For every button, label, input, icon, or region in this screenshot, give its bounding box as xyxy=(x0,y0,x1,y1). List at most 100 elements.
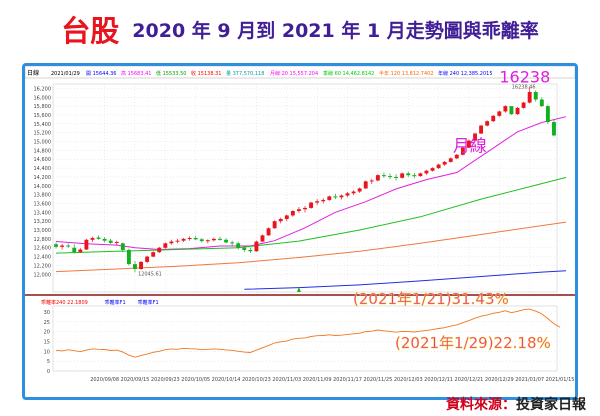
candle-body xyxy=(290,211,295,216)
candle-body xyxy=(460,147,465,155)
title-main: 台股 xyxy=(61,14,120,48)
ma20-line xyxy=(55,116,567,251)
candle-body xyxy=(303,207,307,210)
y-tick-label: 12,200 xyxy=(34,263,52,269)
header-bar-item: 半年 120 13,812.7402 xyxy=(379,70,434,77)
ma120-line xyxy=(55,221,567,273)
candle-body xyxy=(533,91,538,100)
header-bar-item: 年線 240 12,385.2015 xyxy=(438,70,493,77)
candle-body xyxy=(224,239,229,243)
bias-peak-annotation: (2021年1/21)31.43% xyxy=(353,290,509,308)
bias-y-tick-label: 30 xyxy=(44,310,50,316)
candle-body xyxy=(151,252,156,257)
y-tick-label: 13,400 xyxy=(34,210,52,216)
candle-body xyxy=(400,173,405,178)
candle-body xyxy=(418,173,423,177)
x-tick-label: 2020/12/03 xyxy=(394,377,423,383)
candle-body xyxy=(108,240,113,243)
candle-body xyxy=(114,241,119,243)
candle-body xyxy=(479,125,484,134)
candle-body xyxy=(54,244,58,247)
y-tick-label: 15,800 xyxy=(34,104,52,110)
candle-body xyxy=(236,243,241,248)
candle-body xyxy=(363,181,368,189)
candle-body xyxy=(539,99,544,107)
y-tick-label: 14,200 xyxy=(34,175,52,181)
header-bar-item: 低 15533.50 xyxy=(156,70,186,77)
green-triangle-marker xyxy=(296,287,301,292)
candle-body xyxy=(503,106,508,112)
candle-body xyxy=(248,249,253,252)
x-tick-label: 2021/01/15 xyxy=(546,377,575,383)
peak-annotation: 16238 xyxy=(499,68,550,87)
candle-body xyxy=(181,238,186,241)
header-bar-label: 日線 xyxy=(27,69,39,77)
candle-body xyxy=(357,188,362,192)
candle-body xyxy=(84,239,89,250)
chart-canvas: 日線 2021/01/29 開 15644.36 高 15683.41 低 15533.… xyxy=(25,66,575,383)
candle-body xyxy=(102,238,107,241)
bias-legend-item: 乖離率240 22.1809 xyxy=(41,299,88,306)
x-tick-label: 2020/09/23 xyxy=(151,377,180,383)
candle-body xyxy=(139,261,143,269)
x-tick-label: 2020/12/29 xyxy=(485,377,514,383)
bias-y-tick-label: 25 xyxy=(44,320,50,326)
y-tick-label: 14,600 xyxy=(34,157,52,163)
candle-body xyxy=(467,140,471,148)
candle-body xyxy=(163,243,168,248)
y-tick-label: 13,600 xyxy=(34,201,52,207)
y-tick-label: 14,000 xyxy=(34,184,52,190)
y-tick-label: 13,200 xyxy=(34,219,52,225)
candle-body xyxy=(327,196,332,200)
candle-body xyxy=(321,199,326,202)
source-note: 資料來源：投資家日報 xyxy=(446,394,586,414)
candle-body xyxy=(96,237,101,239)
header-bar-item: 高 15683.41 xyxy=(121,70,151,77)
y-tick-label: 14,800 xyxy=(34,148,52,154)
bias-last-annotation: (2021年1/29)22.18% xyxy=(395,334,551,352)
candle-body xyxy=(145,256,150,262)
candle-body xyxy=(72,247,77,253)
x-tick-label: 2020/12/21 xyxy=(455,377,484,383)
candle-body xyxy=(272,221,277,229)
candle-body xyxy=(509,106,514,115)
bias-legend-bg xyxy=(25,298,575,305)
candle-body xyxy=(157,247,162,253)
candle-body xyxy=(284,215,289,219)
low-label-small: 12045.61 xyxy=(138,271,162,277)
candle-body xyxy=(133,264,137,269)
y-tick-label: 16,200 xyxy=(34,86,52,92)
chart-title: 台股 2020 年 9 月到 2021 年 1 月走勢圖與乖離率 xyxy=(0,8,600,50)
candle-body xyxy=(454,154,459,159)
bias-y-tick-label: 5 xyxy=(47,359,50,365)
candle-body xyxy=(436,164,441,169)
bias-y-tick-label: 10 xyxy=(44,349,50,355)
source-label: 資料來源： xyxy=(446,397,516,413)
x-tick-label: 2020/10/23 xyxy=(242,377,271,383)
x-tick-label: 2020/11/17 xyxy=(333,377,362,383)
candle-body xyxy=(515,107,520,115)
candle-body xyxy=(448,158,453,162)
candle-body xyxy=(521,102,526,108)
x-tick-label: 2020/11/25 xyxy=(363,377,392,383)
candle-body xyxy=(187,238,192,240)
candle-body xyxy=(78,249,83,253)
x-tick-label: 2020/10/14 xyxy=(212,377,241,383)
header-bar-item: 2021/01/29 xyxy=(51,71,80,77)
source-value: 投資家日報 xyxy=(516,397,586,413)
header-bar xyxy=(25,66,575,79)
candle-body xyxy=(485,121,490,126)
bias-y-tick-label: 20 xyxy=(44,330,50,336)
candle-body xyxy=(254,241,259,252)
header-bar-item: 量 377,570,118 xyxy=(226,70,264,77)
y-tick-label: 15,400 xyxy=(34,122,52,128)
chart-frame: 日線 2021/01/29 開 15644.36 高 15683.41 低 15533.… xyxy=(22,63,578,400)
candle-body xyxy=(394,176,399,178)
candle-body xyxy=(120,243,125,250)
x-tick-label: 2020/10/05 xyxy=(181,377,210,383)
candle-body xyxy=(278,218,283,222)
bias-y-tick-label: 0 xyxy=(47,369,50,375)
y-tick-label: 12,400 xyxy=(34,255,52,261)
candle-body xyxy=(230,242,235,244)
header-bar-item: 開 15644.36 xyxy=(86,71,116,77)
